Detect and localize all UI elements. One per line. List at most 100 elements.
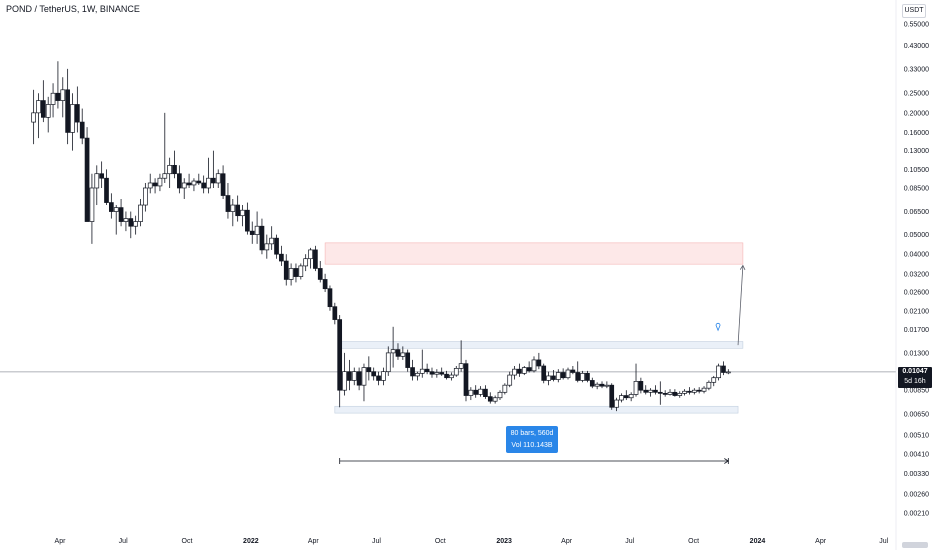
candle-body[interactable]	[672, 391, 678, 396]
candle-body[interactable]	[721, 365, 726, 373]
candle-body[interactable]	[716, 365, 721, 379]
candle-body[interactable]	[177, 173, 182, 189]
candle-body[interactable]	[560, 372, 566, 379]
candle-body[interactable]	[580, 372, 585, 381]
candle-body[interactable]	[235, 204, 241, 217]
candle-body[interactable]	[653, 389, 658, 393]
candle-body[interactable]	[356, 371, 362, 386]
candle-body[interactable]	[201, 182, 207, 189]
candle-body[interactable]	[225, 195, 231, 212]
candle-body[interactable]	[274, 237, 279, 255]
candle-body[interactable]	[648, 389, 653, 393]
candle-body[interactable]	[50, 92, 56, 105]
candle-body[interactable]	[74, 104, 80, 123]
candle-body[interactable]	[628, 394, 634, 399]
candle-body[interactable]	[264, 243, 270, 251]
resistance-zone[interactable]	[324, 242, 744, 265]
candle-body[interactable]	[376, 375, 381, 381]
candle-body[interactable]	[45, 104, 51, 118]
candle-body[interactable]	[410, 367, 415, 377]
candle-body[interactable]	[220, 173, 226, 196]
candle-body[interactable]	[147, 182, 153, 189]
candle-body[interactable]	[691, 389, 697, 393]
candle-body[interactable]	[99, 173, 104, 179]
candle-body[interactable]	[667, 391, 673, 395]
candle-body[interactable]	[492, 397, 498, 402]
candle-body[interactable]	[118, 207, 124, 222]
candle-body[interactable]	[541, 365, 547, 381]
candle-body[interactable]	[65, 89, 70, 133]
candle-body[interactable]	[123, 218, 129, 222]
candle-body[interactable]	[317, 268, 323, 280]
candle-body[interactable]	[196, 180, 202, 184]
candle-body[interactable]	[536, 359, 542, 367]
support-zone[interactable]	[339, 341, 744, 349]
candle-body[interactable]	[551, 375, 556, 380]
candle-body[interactable]	[507, 374, 513, 386]
candle-body[interactable]	[351, 371, 357, 381]
candle-body[interactable]	[254, 225, 260, 235]
candle-body[interactable]	[638, 381, 644, 391]
candle-body[interactable]	[390, 349, 396, 354]
candle-body[interactable]	[240, 209, 245, 217]
candle-body[interactable]	[662, 393, 668, 395]
candle-body[interactable]	[371, 371, 377, 377]
candle-body[interactable]	[332, 306, 338, 320]
candle-body[interactable]	[181, 182, 187, 189]
candle-body[interactable]	[585, 372, 590, 381]
candle-body[interactable]	[84, 137, 90, 222]
candle-body[interactable]	[55, 92, 61, 101]
candle-body[interactable]	[167, 164, 173, 175]
candle-body[interactable]	[109, 202, 114, 212]
candle-body[interactable]	[211, 177, 216, 184]
candle-body[interactable]	[575, 372, 581, 381]
candle-body[interactable]	[687, 390, 692, 393]
candle-body[interactable]	[473, 389, 479, 395]
candle-body[interactable]	[303, 258, 309, 267]
candle-body[interactable]	[36, 100, 41, 114]
candle-body[interactable]	[521, 367, 527, 374]
candle-body[interactable]	[458, 363, 464, 369]
candle-body[interactable]	[400, 352, 406, 357]
candle-body[interactable]	[405, 352, 411, 368]
candle-body[interactable]	[245, 209, 250, 232]
candle-body[interactable]	[444, 373, 449, 379]
candle-body[interactable]	[361, 367, 367, 386]
projection-arrow[interactable]	[737, 265, 744, 346]
candle-body[interactable]	[682, 390, 687, 394]
candle-body[interactable]	[434, 372, 440, 375]
candle-body[interactable]	[614, 399, 619, 408]
candle-body[interactable]	[347, 371, 352, 381]
candle-body[interactable]	[191, 180, 197, 186]
candle-body[interactable]	[157, 177, 163, 187]
candle-body[interactable]	[468, 389, 474, 396]
candle-body[interactable]	[385, 352, 391, 373]
candle-body[interactable]	[449, 374, 454, 379]
candle-body[interactable]	[609, 384, 615, 408]
candle-body[interactable]	[152, 182, 158, 187]
candle-body[interactable]	[604, 384, 610, 387]
candle-body[interactable]	[322, 279, 328, 290]
candle-body[interactable]	[138, 204, 143, 222]
candle-body[interactable]	[143, 187, 148, 206]
candle-body[interactable]	[279, 253, 284, 262]
candle-body[interactable]	[162, 173, 168, 179]
candle-body[interactable]	[696, 389, 702, 392]
candle-body[interactable]	[70, 104, 75, 133]
candle-body[interactable]	[483, 388, 488, 397]
candle-body[interactable]	[283, 260, 289, 280]
candle-body[interactable]	[657, 391, 663, 394]
candle-body[interactable]	[186, 182, 192, 186]
candle-body[interactable]	[424, 368, 430, 373]
candle-body[interactable]	[215, 173, 221, 184]
candle-body[interactable]	[133, 221, 138, 227]
time-axis[interactable]: Apr Jul Oct 2022 Apr Jul Oct 2023 Apr Jul Oct 2024 A…	[55, 538, 889, 545]
candle-body[interactable]	[259, 225, 265, 251]
candle-body[interactable]	[706, 381, 712, 389]
candle-body[interactable]	[589, 380, 595, 387]
candle-body[interactable]	[487, 396, 493, 402]
candle-body[interactable]	[429, 371, 435, 375]
candle-body[interactable]	[677, 393, 683, 396]
candle-body[interactable]	[633, 381, 639, 395]
candle-body[interactable]	[60, 89, 66, 101]
